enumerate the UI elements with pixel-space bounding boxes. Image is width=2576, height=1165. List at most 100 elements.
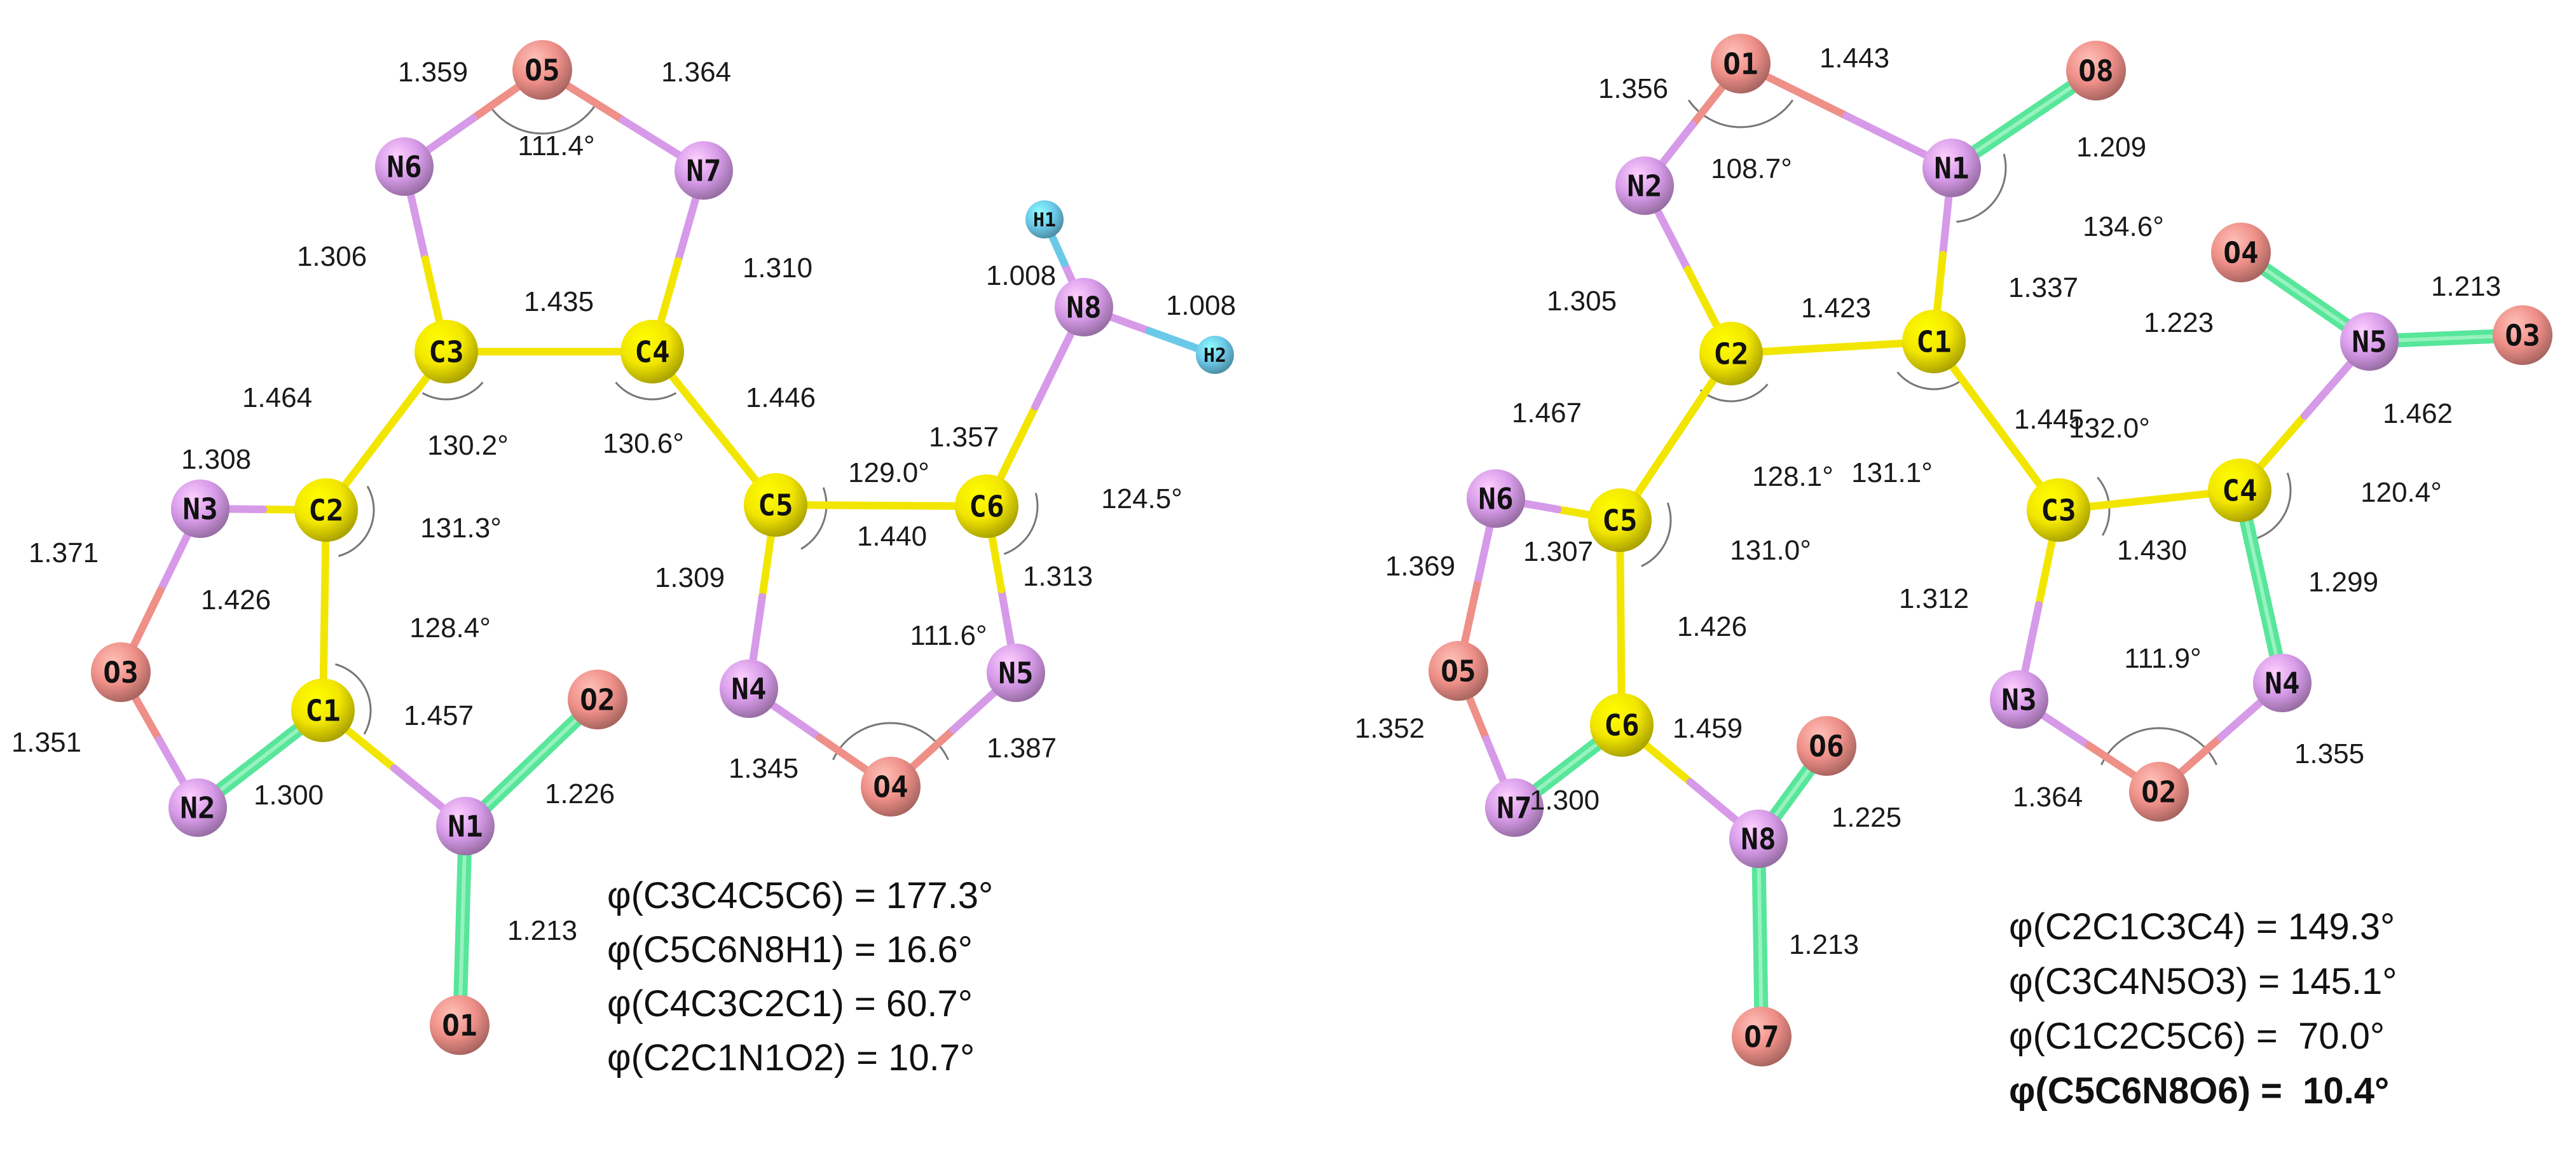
atom-C5: C5 [1588,488,1652,552]
atom-N5: N5 [2340,312,2399,371]
atom-sphere [1428,641,1488,701]
atom-label: C1 [1916,325,1951,359]
atom-O1: O1 [430,995,490,1055]
atom-N4: N4 [2253,654,2312,712]
atom-sphere [675,141,733,200]
dihedral-list: φ(C2C1C3C4) = 149.3° φ(C3C4N5O3) = 145.1°… [2009,906,2397,1112]
angle-arc [421,382,484,401]
bond-length-label: 1.387 [987,733,1057,764]
atom-N2: N2 [168,778,227,837]
bond-length-label: 1.213 [2431,271,2501,302]
atom-sphere [2027,478,2090,542]
atom-sphere [744,473,807,537]
dihedral-angle-text: φ(C3C4C5C6) = 177.3° [607,875,993,916]
atom-N2: N2 [1615,156,1674,215]
atom-sphere [1025,200,1064,238]
angle-arc [2248,472,2292,542]
angle-label: 111.4° [517,130,594,162]
atom-O2: O2 [568,670,627,729]
bond-length-label: 1.435 [524,286,594,317]
atom-sphere [436,797,495,855]
atom-sphere [2211,223,2271,282]
atom-sphere [1615,156,1674,215]
atom-C3: C3 [2027,478,2090,542]
atom-O5: O5 [1428,641,1488,701]
atom-N3: N3 [171,479,230,538]
atom-label: N8 [1066,291,1101,325]
bond-length-label: 1.443 [1819,43,1889,74]
atom-label: O2 [580,683,615,717]
atom-O7: O7 [1732,1007,1792,1066]
atom-sphere [294,478,358,542]
bond-length-label: 1.371 [29,537,99,569]
bond-length-label: 1.426 [1677,611,1747,642]
bond-length-label: 1.300 [1530,785,1600,816]
atom-label: H1 [1033,209,1056,231]
atom-label: N3 [182,492,217,527]
atom-O4: O4 [861,757,921,817]
angle-arc [1003,492,1039,555]
bond-length-label: 1.364 [661,57,731,88]
bond-length-label: 1.445 [2014,404,2084,435]
atom-label: N4 [2264,666,2299,701]
atom-sphere [1055,278,1113,336]
angle-label: 128.4° [409,612,491,644]
atom-label: N8 [1741,822,1776,857]
atom-O6: O6 [1797,716,1856,776]
bond-length-label: 1.209 [2076,132,2146,163]
angle-label: 111.6° [910,620,987,651]
atom-label: N7 [686,154,721,188]
bond-length-label: 1.364 [2013,782,2083,813]
atom-label: N5 [2352,325,2387,359]
bond-length-labels: 1.443 1.356 1.209 1.305 1.423 1.337 1.213 1.223… [1355,43,2501,960]
atom-O5: O5 [512,40,572,100]
atom-sphere [2340,312,2399,371]
atom-sphere [1485,778,1544,837]
angle-arc [1699,383,1769,403]
bond-length-label: 1.310 [743,252,812,284]
atom-label: C4 [2222,474,2257,508]
atom-sphere [171,479,230,538]
atoms: O1 O8 N2 N1 C2 C1 O4 N5 O3 C5 C3 C4 N6 O5 N3 N4 C6 O2 O6 N7… [1428,34,2552,1066]
bond-length-label: 1.464 [242,382,312,413]
bond-length-label: 1.337 [2008,272,2078,303]
angle-label: 131.0° [1730,535,1811,566]
atoms: O5 N6 N7 C3 C4 C2 N3 O3 N2 C1 N1 O2 O1 C5 C6 N4 N5 O4 N8 H1… [91,40,1234,1055]
bond-length-label: 1.307 [1523,536,1593,567]
bond-length-label: 1.457 [404,700,474,731]
atom-N7: N7 [1485,778,1544,837]
atom-sphere [414,320,478,383]
atom-sphere [720,659,778,718]
atom-N1: N1 [436,797,495,855]
bond-length-label: 1.213 [507,915,577,946]
atom-sphere [1588,488,1652,552]
atom-label: H2 [1203,345,1226,367]
bond-length-label: 1.369 [1385,551,1455,582]
atom-sphere [861,757,921,817]
angle-arc [335,663,372,735]
atom-sphere [512,40,572,100]
dihedral-angle-text: φ(C4C3C2C1) = 60.7° [607,983,973,1024]
angle-arc [800,487,828,550]
atom-sphere [1699,322,1763,385]
angle-label: 131.3° [420,513,502,544]
atom-label: N7 [1497,791,1531,825]
panel-b: O1 O8 N2 N1 C2 C1 O4 N5 O3 C5 C3 C4 N6 O5 N3 N4 C6 O2 O6 N7… [1355,34,2552,1112]
atom-O3: O3 [91,642,151,702]
atom-C6: C6 [955,474,1018,538]
bond-length-label: 1.313 [1023,561,1093,592]
atom-label: O3 [103,656,138,690]
dihedral-angle-text: φ(C5C6N8H1) = 16.6° [607,929,973,970]
atom-O8: O8 [2066,41,2126,100]
atom-C3: C3 [414,320,478,383]
bond-length-label: 1.467 [1512,397,1582,429]
atom-sphere [955,474,1018,538]
bond-length-label: 1.226 [545,778,615,810]
atom-C6: C6 [1590,693,1654,757]
atom-C1: C1 [1902,310,1966,373]
atom-label: C3 [2041,493,2076,528]
atom-label: C6 [969,490,1004,524]
angle-label: 128.1° [1752,461,1833,492]
double-bond-highlight [463,698,599,828]
